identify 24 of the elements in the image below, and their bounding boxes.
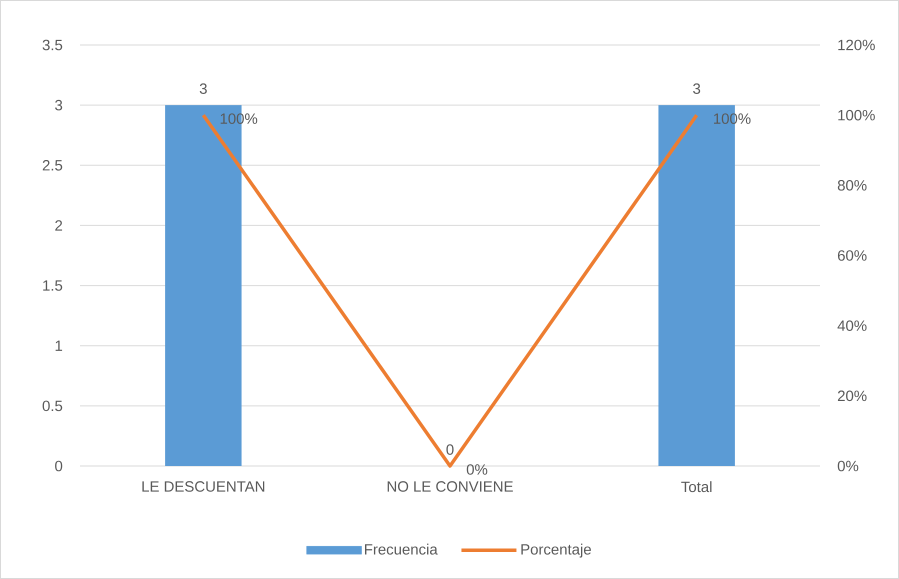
y2-tick-label: 0%: [838, 460, 858, 472]
y-tick-label: 0.5: [42, 400, 62, 412]
y2-tick-label: 60%: [838, 250, 867, 261]
legend-label: Porcentaje: [521, 544, 591, 558]
y2-tick-label: 20%: [838, 390, 867, 402]
y-tick-label: 3: [55, 100, 62, 110]
y-tick-label: 2.5: [42, 160, 62, 171]
y-tick-label: 3.5: [42, 40, 62, 50]
data-label: 3: [200, 83, 207, 94]
x-tick-label: LE DESCUENTAN: [142, 481, 264, 492]
y-tick-label: 0: [55, 460, 62, 472]
y2-tick-label: 120%: [838, 40, 875, 50]
x-tick-label: NO LE CONVIENE: [388, 481, 513, 492]
data-label: 0%: [466, 464, 488, 475]
y2-tick-label: 40%: [838, 320, 867, 331]
legend-label: Frecuencia: [364, 544, 438, 555]
x-tick-label: Total: [681, 481, 712, 492]
y2-tick-label: 80%: [838, 180, 867, 191]
y-tick-label: 2: [55, 220, 62, 231]
y-tick-label: 1: [56, 340, 62, 351]
data-label: 3: [693, 83, 700, 94]
data-label: 0: [446, 444, 454, 455]
y2-tick-label: 100%: [838, 110, 875, 120]
y-tick-label: 1.5: [43, 280, 62, 291]
